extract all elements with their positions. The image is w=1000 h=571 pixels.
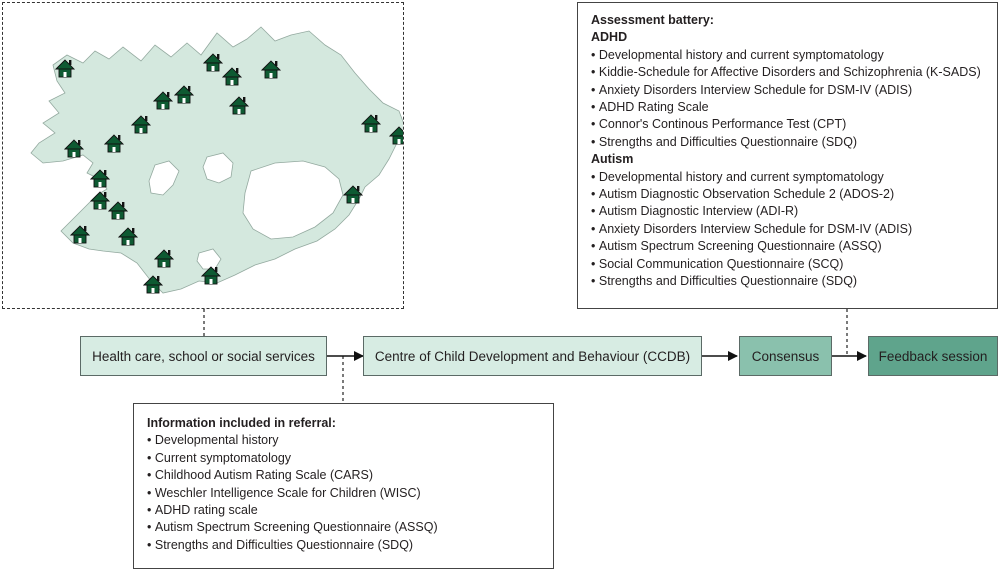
- house-markers: [54, 53, 403, 294]
- referral-item: Autism Spectrum Screening Questionnaire …: [147, 519, 541, 536]
- referral-item: ADHD rating scale: [147, 502, 541, 519]
- lake-central: [202, 152, 234, 184]
- autism-item: Autism Diagnostic Interview (ADI-R): [591, 203, 985, 220]
- autism-heading: Autism: [591, 152, 634, 167]
- flow-step-health-care: Health care, school or social services: [80, 336, 327, 376]
- referral-list: Developmental history Current symptomato…: [147, 432, 541, 554]
- flow-step-feedback-label: Feedback session: [878, 348, 988, 364]
- house-icon: [103, 134, 125, 153]
- glacier-east: [242, 160, 344, 240]
- adhd-item: Anxiety Disorders Interview Schedule for…: [591, 82, 985, 99]
- house-icon: [89, 169, 111, 188]
- referral-item: Current symptomatology: [147, 450, 541, 467]
- autism-list: Developmental history and current sympto…: [591, 169, 985, 291]
- referral-info-box: Information included in referral: Develo…: [133, 403, 554, 569]
- house-icon: [89, 191, 111, 210]
- house-icon: [152, 91, 174, 110]
- autism-item: Anxiety Disorders Interview Schedule for…: [591, 221, 985, 238]
- autism-item: Strengths and Difficulties Questionnaire…: [591, 273, 985, 290]
- referral-title: Information included in referral:: [147, 416, 336, 430]
- referral-item: Developmental history: [147, 432, 541, 449]
- house-icon: [54, 59, 76, 78]
- iceland-map: [30, 26, 403, 294]
- house-icon: [153, 249, 175, 268]
- house-icon: [142, 275, 164, 294]
- adhd-heading: ADHD: [591, 30, 628, 45]
- lakes: [148, 152, 344, 270]
- flow-step-health-care-label: Health care, school or social services: [92, 348, 315, 364]
- map-panel: [2, 2, 404, 309]
- flow-step-ccdb-label: Centre of Child Development and Behaviou…: [374, 348, 691, 364]
- autism-item: Developmental history and current sympto…: [591, 169, 985, 186]
- flow-step-consensus: Consensus: [739, 336, 832, 376]
- house-icon: [388, 126, 403, 145]
- assessment-battery-box: Assessment battery: ADHD Developmental h…: [577, 2, 998, 309]
- adhd-list: Developmental history and current sympto…: [591, 47, 985, 151]
- flow-step-feedback: Feedback session: [868, 336, 998, 376]
- house-icon: [202, 53, 224, 72]
- autism-item: Autism Diagnostic Observation Schedule 2…: [591, 186, 985, 203]
- adhd-item: Connor's Continous Performance Test (CPT…: [591, 116, 985, 133]
- house-icon: [221, 67, 243, 86]
- house-icon: [173, 85, 195, 104]
- house-icon: [69, 225, 91, 244]
- house-icon: [130, 115, 152, 134]
- autism-item: Autism Spectrum Screening Questionnaire …: [591, 238, 985, 255]
- adhd-item: ADHD Rating Scale: [591, 99, 985, 116]
- house-icon: [260, 60, 282, 79]
- house-icon: [342, 185, 364, 204]
- adhd-item: Strengths and Difficulties Questionnaire…: [591, 134, 985, 151]
- referral-item: Childhood Autism Rating Scale (CARS): [147, 467, 541, 484]
- house-icon: [107, 201, 129, 220]
- adhd-item: Kiddie-Schedule for Affective Disorders …: [591, 64, 985, 81]
- referral-item: Weschler Intelligence Scale for Children…: [147, 485, 541, 502]
- flow-step-ccdb: Centre of Child Development and Behaviou…: [363, 336, 702, 376]
- house-icon: [228, 96, 250, 115]
- house-icon: [200, 266, 222, 285]
- adhd-item: Developmental history and current sympto…: [591, 47, 985, 64]
- lake-west: [148, 160, 180, 196]
- autism-item: Social Communication Questionnaire (SCQ): [591, 256, 985, 273]
- battery-title: Assessment battery:: [591, 13, 714, 27]
- house-icon: [63, 139, 85, 158]
- house-icon: [117, 227, 139, 246]
- referral-item: Strengths and Difficulties Questionnaire…: [147, 537, 541, 554]
- flow-step-consensus-label: Consensus: [751, 348, 820, 364]
- house-icon: [360, 114, 382, 133]
